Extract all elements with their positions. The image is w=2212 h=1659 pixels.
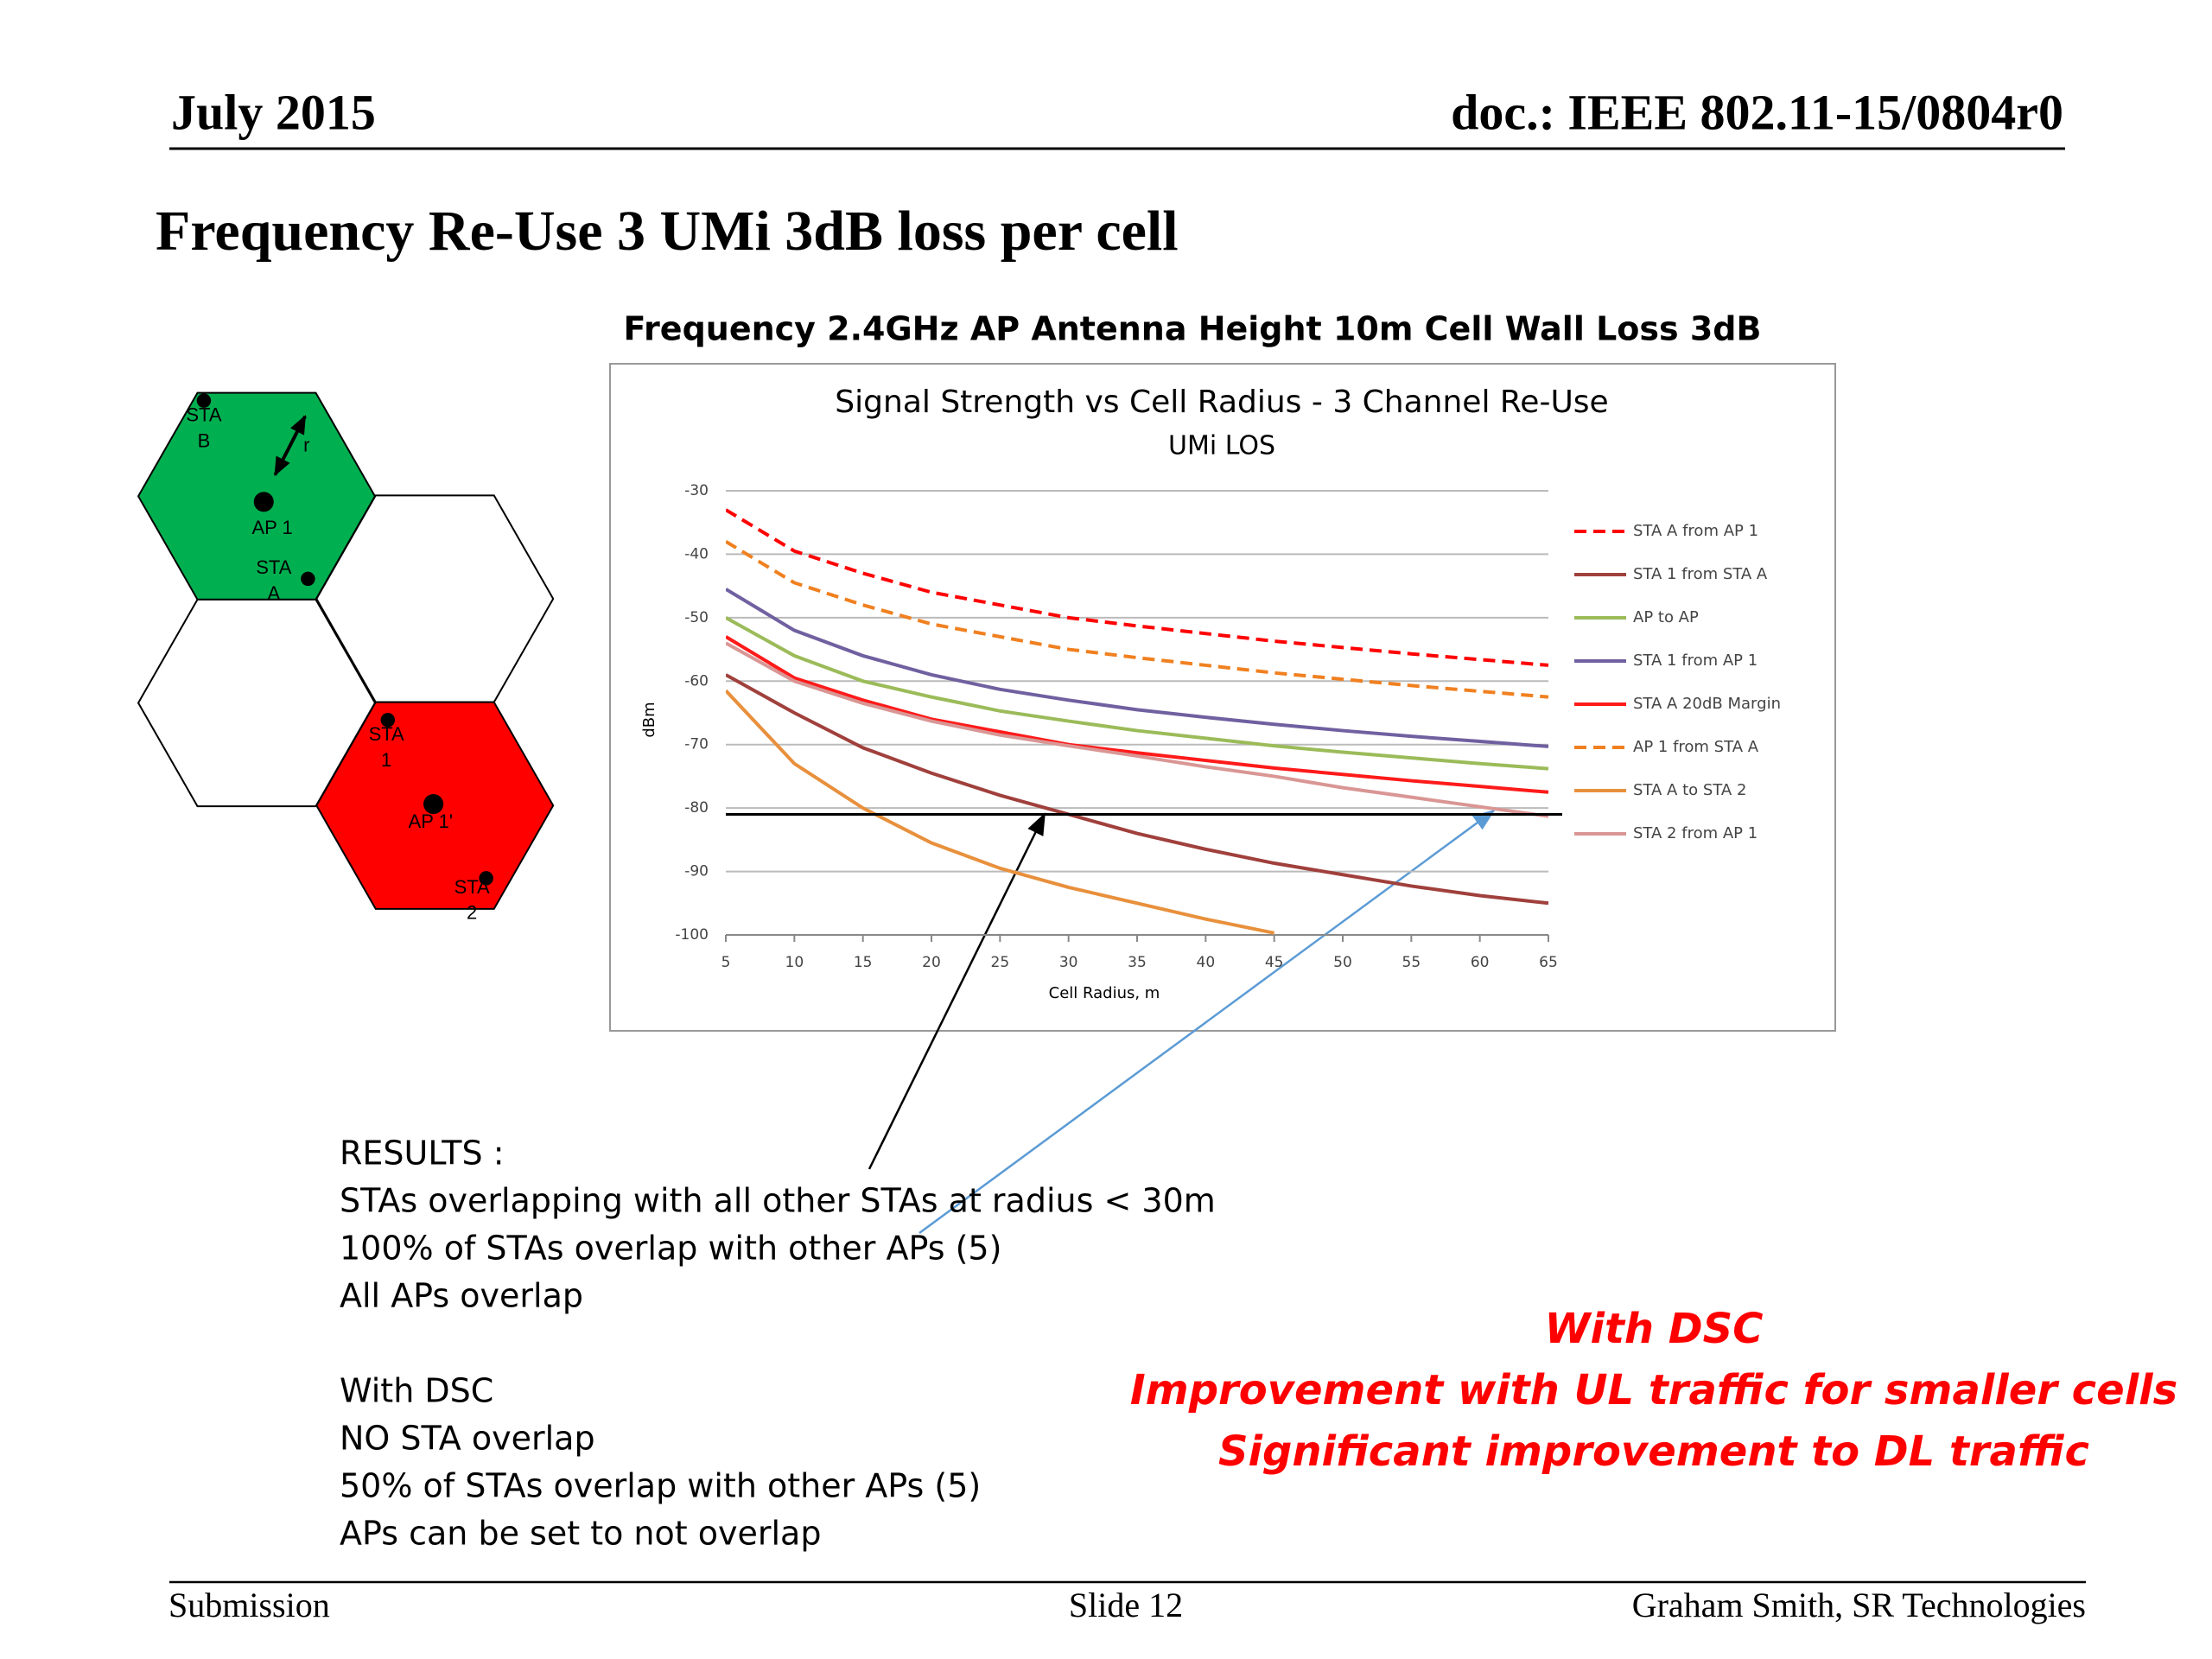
- results-line: 100% of STAs overlap with other APs (5): [340, 1230, 1001, 1268]
- conclusion-line: With DSC: [1545, 1305, 1764, 1353]
- conclusion-line: Improvement with UL traffic for smaller …: [1130, 1366, 2177, 1414]
- x-tick-label: 45: [1265, 954, 1284, 971]
- legend-label: STA A to STA 2: [1633, 781, 1746, 799]
- station-dot: [253, 492, 274, 512]
- y-tick-label: -80: [684, 799, 709, 817]
- footer-left: Submission: [168, 1586, 330, 1624]
- cell-label: A: [267, 582, 280, 604]
- dsc-line: 50% of STAs overlap with other APs (5): [340, 1467, 981, 1505]
- x-tick-label: 60: [1471, 954, 1490, 971]
- station-dot: [301, 571, 315, 587]
- y-tick-label: -40: [684, 545, 709, 563]
- series-line: [726, 616, 1549, 771]
- cell-label: AP 1: [251, 517, 292, 538]
- y-tick-label: -70: [684, 736, 709, 753]
- chart-caption: Frequency 2.4GHz AP Antenna Height 10m C…: [624, 310, 1762, 348]
- station-dot: [380, 713, 396, 728]
- slide-title: Frequency Re-Use 3 UMi 3dB loss per cell: [156, 200, 1179, 263]
- y-axis-label: dBm: [640, 702, 658, 737]
- x-tick-label: 15: [854, 954, 873, 971]
- annotation-arrow: [918, 809, 1496, 1235]
- x-tick-label: 55: [1402, 954, 1421, 971]
- y-tick-label: -30: [684, 482, 709, 499]
- legend-label: AP to AP: [1633, 608, 1699, 626]
- x-tick-label: 5: [721, 954, 731, 971]
- chart-subtitle: UMi LOS: [1168, 431, 1275, 461]
- x-tick-label: 20: [922, 954, 941, 971]
- series-line: [726, 641, 1549, 818]
- cell-label: 2: [467, 901, 477, 923]
- cell-label: 1: [381, 749, 391, 771]
- cell-label: STA: [454, 876, 490, 898]
- y-tick-label: -90: [684, 863, 709, 880]
- station-dot: [196, 393, 212, 408]
- dsc-line: With DSC: [340, 1372, 493, 1410]
- results-line: RESULTS :: [340, 1135, 505, 1173]
- legend-label: STA A from AP 1: [1633, 522, 1758, 540]
- cell-label: B: [198, 429, 211, 451]
- results-line: All APs overlap: [340, 1277, 583, 1315]
- x-tick-label: 65: [1539, 954, 1558, 971]
- legend-label: STA 1 from AP 1: [1633, 652, 1758, 670]
- cell-label: STA: [256, 556, 291, 578]
- dsc-line: APs can be set to not overlap: [340, 1515, 821, 1553]
- cell-label: STA: [369, 723, 404, 745]
- results-line: STAs overlapping with all other STAs at …: [340, 1182, 1216, 1220]
- dsc-line: NO STA overlap: [340, 1420, 595, 1458]
- x-tick-label: 10: [785, 954, 804, 971]
- conclusion-line: Significant improvement to DL traffic: [1218, 1427, 2089, 1476]
- y-tick-label: -60: [684, 672, 709, 690]
- footer-right: Graham Smith, SR Technologies: [1632, 1586, 2086, 1624]
- cell-label: STA: [186, 404, 221, 426]
- series-line: [726, 540, 1549, 699]
- header-doc: doc.: IEEE 802.11-15/0804r0: [1451, 84, 2063, 140]
- station-dot: [479, 871, 493, 886]
- legend-label: STA A 20dB Margin: [1633, 695, 1781, 713]
- x-tick-label: 40: [1197, 954, 1216, 971]
- series-line: [726, 635, 1549, 794]
- cell-label: AP 1': [409, 810, 454, 832]
- y-tick-label: -50: [684, 609, 709, 626]
- series-line: [726, 588, 1549, 748]
- x-tick-label: 35: [1128, 954, 1147, 971]
- x-axis-label: Cell Radius, m: [1049, 984, 1160, 1002]
- x-tick-label: 50: [1333, 954, 1352, 971]
- legend-label: STA 1 from STA A: [1633, 565, 1768, 583]
- series-line: [726, 689, 1275, 935]
- radius-arrow: [273, 415, 307, 477]
- x-tick-label: 25: [991, 954, 1010, 971]
- x-tick-label: 30: [1059, 954, 1078, 971]
- legend-label: AP 1 from STA A: [1633, 738, 1759, 756]
- footer-center: Slide 12: [1069, 1586, 1183, 1624]
- series-line: [726, 673, 1549, 906]
- station-dot: [423, 794, 444, 815]
- series-line: [726, 508, 1549, 667]
- cell-label: r: [303, 434, 309, 455]
- chart-title: Signal Strength vs Cell Radius - 3 Chann…: [835, 385, 1608, 420]
- legend-label: STA 2 from AP 1: [1633, 824, 1758, 842]
- y-tick-label: -100: [675, 926, 709, 944]
- header-date: July 2015: [171, 84, 376, 140]
- chart-frame: [609, 363, 1836, 1032]
